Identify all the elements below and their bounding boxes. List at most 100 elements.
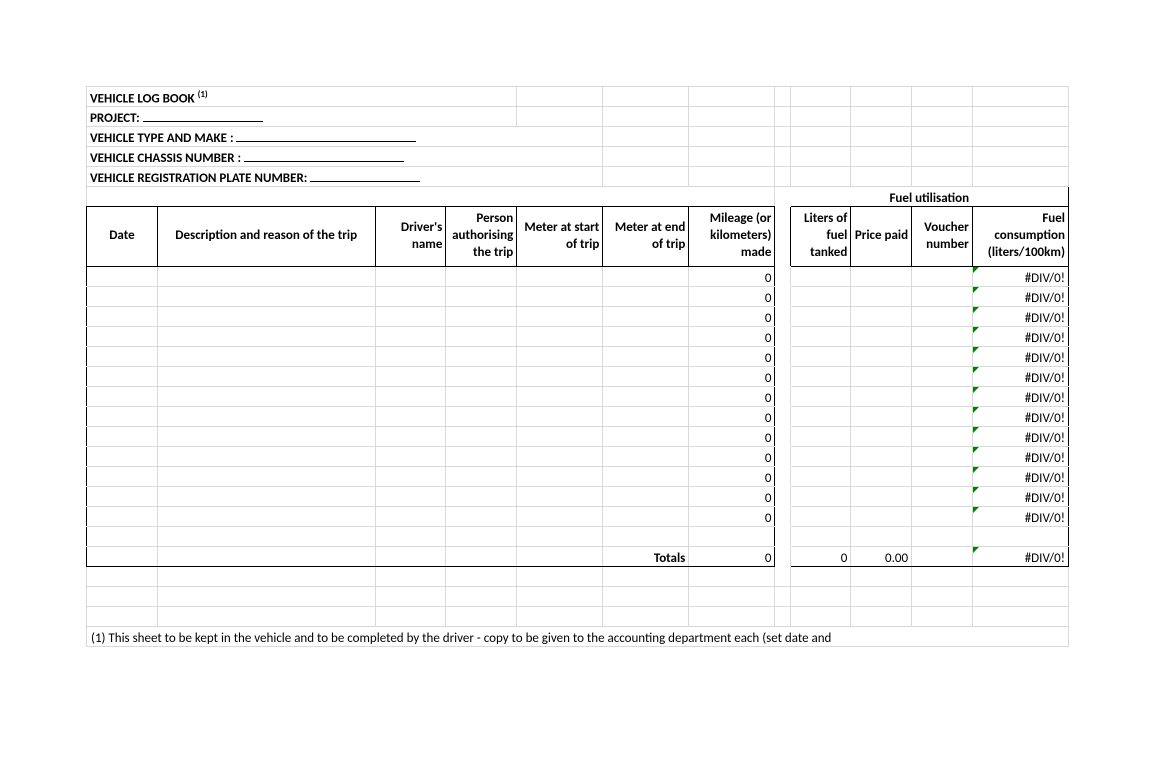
- cell-consumption[interactable]: #DIV/0!: [972, 287, 1068, 307]
- cell-meter-end[interactable]: [603, 407, 689, 427]
- cell-date[interactable]: [87, 507, 158, 527]
- cell-desc[interactable]: [157, 447, 375, 467]
- cell-price[interactable]: [851, 387, 912, 407]
- cell-price[interactable]: [851, 467, 912, 487]
- cell-voucher[interactable]: [912, 327, 973, 347]
- cell-meter-start[interactable]: [517, 507, 603, 527]
- cell-desc[interactable]: [157, 367, 375, 387]
- cell-mileage[interactable]: 0: [689, 287, 775, 307]
- cell-liters[interactable]: [790, 447, 851, 467]
- cell-desc[interactable]: [157, 487, 375, 507]
- chassis-field[interactable]: [244, 150, 404, 162]
- cell-driver[interactable]: [375, 407, 446, 427]
- cell-date[interactable]: [87, 487, 158, 507]
- cell-meter-end[interactable]: [603, 387, 689, 407]
- cell-liters[interactable]: [790, 427, 851, 447]
- cell-liters[interactable]: [790, 467, 851, 487]
- cell-meter-end[interactable]: [603, 347, 689, 367]
- cell-mileage[interactable]: 0: [689, 447, 775, 467]
- cell-person[interactable]: [446, 267, 517, 287]
- cell-meter-start[interactable]: [517, 347, 603, 367]
- cell-price[interactable]: [851, 367, 912, 387]
- cell-desc[interactable]: [157, 307, 375, 327]
- cell-mileage[interactable]: 0: [689, 507, 775, 527]
- cell-price[interactable]: [851, 407, 912, 427]
- cell-date[interactable]: [87, 307, 158, 327]
- cell-consumption[interactable]: #DIV/0!: [972, 447, 1068, 467]
- cell-mileage[interactable]: 0: [689, 387, 775, 407]
- cell-voucher[interactable]: [912, 427, 973, 447]
- cell-mileage[interactable]: 0: [689, 267, 775, 287]
- cell-price[interactable]: [851, 307, 912, 327]
- cell-driver[interactable]: [375, 307, 446, 327]
- cell-date[interactable]: [87, 427, 158, 447]
- cell-voucher[interactable]: [912, 267, 973, 287]
- cell-desc[interactable]: [157, 287, 375, 307]
- cell-voucher[interactable]: [912, 347, 973, 367]
- cell-person[interactable]: [446, 507, 517, 527]
- cell-driver[interactable]: [375, 487, 446, 507]
- cell-mileage[interactable]: 0: [689, 467, 775, 487]
- cell-meter-end[interactable]: [603, 267, 689, 287]
- cell-driver[interactable]: [375, 347, 446, 367]
- cell-desc[interactable]: [157, 407, 375, 427]
- cell-person[interactable]: [446, 367, 517, 387]
- cell-meter-start[interactable]: [517, 327, 603, 347]
- cell-mileage[interactable]: 0: [689, 367, 775, 387]
- cell-driver[interactable]: [375, 447, 446, 467]
- cell-mileage[interactable]: 0: [689, 407, 775, 427]
- cell-mileage[interactable]: 0: [689, 327, 775, 347]
- cell-price[interactable]: [851, 427, 912, 447]
- cell-consumption[interactable]: #DIV/0!: [972, 407, 1068, 427]
- cell-liters[interactable]: [790, 327, 851, 347]
- cell-person[interactable]: [446, 487, 517, 507]
- cell-person[interactable]: [446, 387, 517, 407]
- cell-desc[interactable]: [157, 267, 375, 287]
- cell-driver[interactable]: [375, 427, 446, 447]
- cell-person[interactable]: [446, 307, 517, 327]
- cell-desc[interactable]: [157, 427, 375, 447]
- cell-voucher[interactable]: [912, 447, 973, 467]
- cell-date[interactable]: [87, 447, 158, 467]
- project-field[interactable]: [143, 110, 263, 122]
- cell-desc[interactable]: [157, 347, 375, 367]
- cell-liters[interactable]: [790, 407, 851, 427]
- cell-meter-start[interactable]: [517, 407, 603, 427]
- cell-liters[interactable]: [790, 347, 851, 367]
- cell-meter-start[interactable]: [517, 427, 603, 447]
- cell-voucher[interactable]: [912, 307, 973, 327]
- cell-voucher[interactable]: [912, 387, 973, 407]
- cell-meter-end[interactable]: [603, 307, 689, 327]
- cell-date[interactable]: [87, 467, 158, 487]
- reg-field[interactable]: [310, 170, 420, 182]
- cell-consumption[interactable]: #DIV/0!: [972, 487, 1068, 507]
- cell-meter-end[interactable]: [603, 327, 689, 347]
- cell-person[interactable]: [446, 347, 517, 367]
- cell-date[interactable]: [87, 347, 158, 367]
- cell-voucher[interactable]: [912, 287, 973, 307]
- cell-date[interactable]: [87, 287, 158, 307]
- cell-meter-end[interactable]: [603, 447, 689, 467]
- cell-liters[interactable]: [790, 287, 851, 307]
- cell-meter-start[interactable]: [517, 287, 603, 307]
- cell-consumption[interactable]: #DIV/0!: [972, 467, 1068, 487]
- cell-driver[interactable]: [375, 267, 446, 287]
- cell-person[interactable]: [446, 467, 517, 487]
- cell-driver[interactable]: [375, 467, 446, 487]
- cell-voucher[interactable]: [912, 367, 973, 387]
- cell-date[interactable]: [87, 267, 158, 287]
- cell-price[interactable]: [851, 507, 912, 527]
- cell-driver[interactable]: [375, 327, 446, 347]
- cell-consumption[interactable]: #DIV/0!: [972, 427, 1068, 447]
- cell-voucher[interactable]: [912, 507, 973, 527]
- cell-date[interactable]: [87, 407, 158, 427]
- cell-mileage[interactable]: 0: [689, 487, 775, 507]
- cell-price[interactable]: [851, 287, 912, 307]
- cell-person[interactable]: [446, 427, 517, 447]
- cell-voucher[interactable]: [912, 487, 973, 507]
- cell-meter-end[interactable]: [603, 467, 689, 487]
- cell-meter-start[interactable]: [517, 447, 603, 467]
- cell-meter-start[interactable]: [517, 467, 603, 487]
- cell-meter-start[interactable]: [517, 267, 603, 287]
- cell-driver[interactable]: [375, 287, 446, 307]
